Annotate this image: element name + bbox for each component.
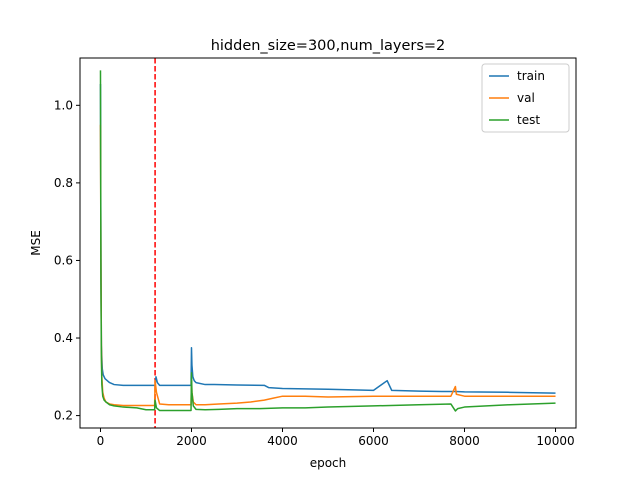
x-tick-label: 0	[97, 434, 105, 448]
x-tick-label: 6000	[358, 434, 389, 448]
legend-label-test: test	[517, 113, 540, 127]
legend: train val test	[481, 63, 570, 133]
series-line-train	[99, 83, 556, 394]
x-tick-label: 4000	[267, 434, 298, 448]
y-axis-label: MSE	[29, 230, 43, 256]
plot-frame	[79, 57, 577, 429]
series-line-val	[99, 124, 556, 407]
x-tick-label: 8000	[449, 434, 480, 448]
x-axis-label: epoch	[310, 456, 347, 470]
series-line-test	[99, 70, 556, 412]
chart-title: hidden_size=300,num_layers=2	[211, 38, 446, 54]
y-tick-label: 0.8	[54, 176, 73, 190]
y-tick-label: 0.2	[54, 409, 73, 423]
x-tick-label: 10000	[536, 434, 574, 448]
legend-label-val: val	[517, 91, 535, 105]
legend-box	[481, 63, 570, 133]
y-tick-label: 0.6	[54, 253, 73, 267]
legend-label-train: train	[517, 69, 545, 83]
y-tick-label: 1.0	[54, 98, 73, 112]
y-tick-label: 0.4	[54, 331, 73, 345]
x-tick-label: 2000	[176, 434, 207, 448]
